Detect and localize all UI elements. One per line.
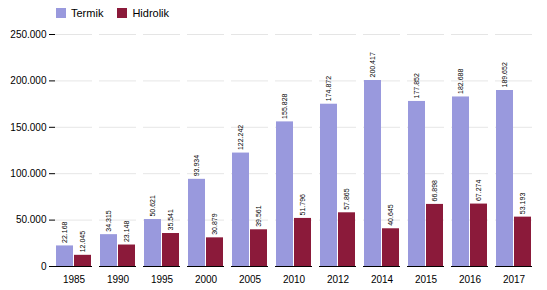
svg-text:23.148: 23.148: [123, 221, 130, 243]
svg-text:12.045: 12.045: [79, 231, 86, 253]
svg-text:2012: 2012: [327, 274, 350, 285]
svg-text:250.000: 250.000: [10, 29, 47, 40]
svg-text:34.315: 34.315: [105, 210, 112, 232]
svg-text:200.417: 200.417: [369, 52, 376, 77]
svg-text:1995: 1995: [151, 274, 174, 285]
svg-text:2000: 2000: [195, 274, 218, 285]
svg-text:50.000: 50.000: [16, 214, 47, 225]
svg-text:2015: 2015: [415, 274, 438, 285]
svg-text:100.000: 100.000: [10, 168, 47, 179]
svg-text:22.168: 22.168: [61, 221, 68, 243]
svg-text:2014: 2014: [371, 274, 394, 285]
svg-text:35.541: 35.541: [167, 209, 174, 231]
svg-text:50.621: 50.621: [149, 195, 156, 217]
svg-text:51.796: 51.796: [299, 194, 306, 216]
svg-text:2005: 2005: [239, 274, 262, 285]
svg-text:150.000: 150.000: [10, 122, 47, 133]
svg-text:53.193: 53.193: [519, 193, 526, 215]
svg-text:39.561: 39.561: [255, 205, 262, 227]
svg-text:40.645: 40.645: [387, 204, 394, 226]
svg-text:67.274: 67.274: [475, 180, 482, 202]
svg-text:66.898: 66.898: [431, 180, 438, 202]
svg-text:2016: 2016: [459, 274, 482, 285]
svg-text:2010: 2010: [283, 274, 306, 285]
html-text:Hidrolik: Hidrolik: [132, 7, 170, 19]
html-text:Termik: Termik: [71, 7, 104, 19]
svg-text:174.872: 174.872: [325, 76, 332, 101]
svg-text:182.688: 182.688: [457, 69, 464, 94]
svg-text:93.934: 93.934: [193, 155, 200, 177]
svg-text:57.865: 57.865: [343, 188, 350, 210]
svg-text:2017: 2017: [503, 274, 526, 285]
svg-text:155.828: 155.828: [281, 93, 288, 118]
svg-text:1990: 1990: [107, 274, 130, 285]
svg-text:200.000: 200.000: [10, 75, 47, 86]
svg-text:189.652: 189.652: [501, 62, 508, 87]
svg-text:177.852: 177.852: [413, 73, 420, 98]
svg-text:1985: 1985: [63, 274, 86, 285]
svg-text:122.242: 122.242: [237, 125, 244, 150]
svg-text:0: 0: [41, 261, 47, 272]
svg-text:30.879: 30.879: [211, 213, 218, 235]
